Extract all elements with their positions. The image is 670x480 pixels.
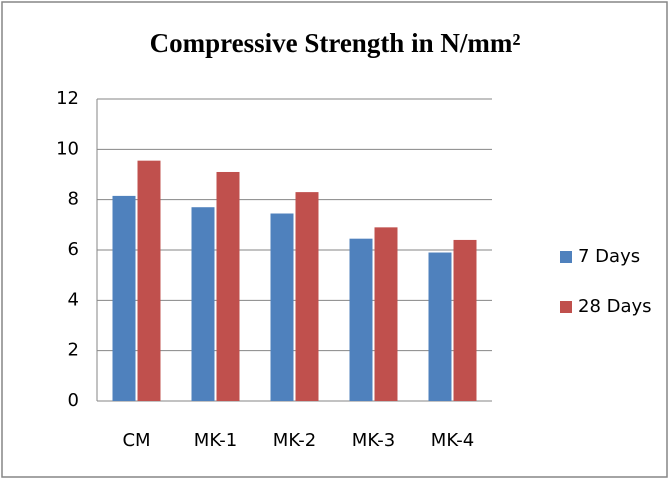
- bar: [216, 171, 240, 401]
- x-tick-label: CM: [122, 430, 150, 451]
- y-tick-label: 10: [56, 138, 79, 159]
- x-tick-label: MK-3: [352, 430, 395, 451]
- y-tick-label: 12: [56, 88, 79, 109]
- bar: [374, 227, 398, 401]
- y-tick-label: 8: [68, 189, 79, 210]
- bar: [349, 238, 373, 401]
- bar: [112, 195, 136, 401]
- y-tick-label: 0: [68, 390, 79, 411]
- x-tick-label: MK-1: [194, 430, 237, 451]
- legend-swatch: [560, 251, 572, 263]
- legend-swatch: [560, 301, 572, 313]
- x-tick-label: MK-2: [273, 430, 316, 451]
- bar: [137, 160, 161, 401]
- legend-label: 28 Days: [578, 296, 652, 317]
- y-tick-label: 6: [68, 239, 79, 260]
- bar: [270, 213, 294, 401]
- legend-label: 7 Days: [578, 246, 640, 267]
- y-tick-label: 4: [68, 289, 79, 310]
- bar: [428, 252, 452, 401]
- x-tick-label: MK-4: [431, 430, 474, 451]
- bar: [295, 192, 319, 401]
- bar: [453, 239, 477, 401]
- bar: [191, 207, 215, 401]
- chart-title: Compressive Strength in N/mm²: [150, 28, 521, 58]
- y-tick-label: 2: [68, 340, 79, 361]
